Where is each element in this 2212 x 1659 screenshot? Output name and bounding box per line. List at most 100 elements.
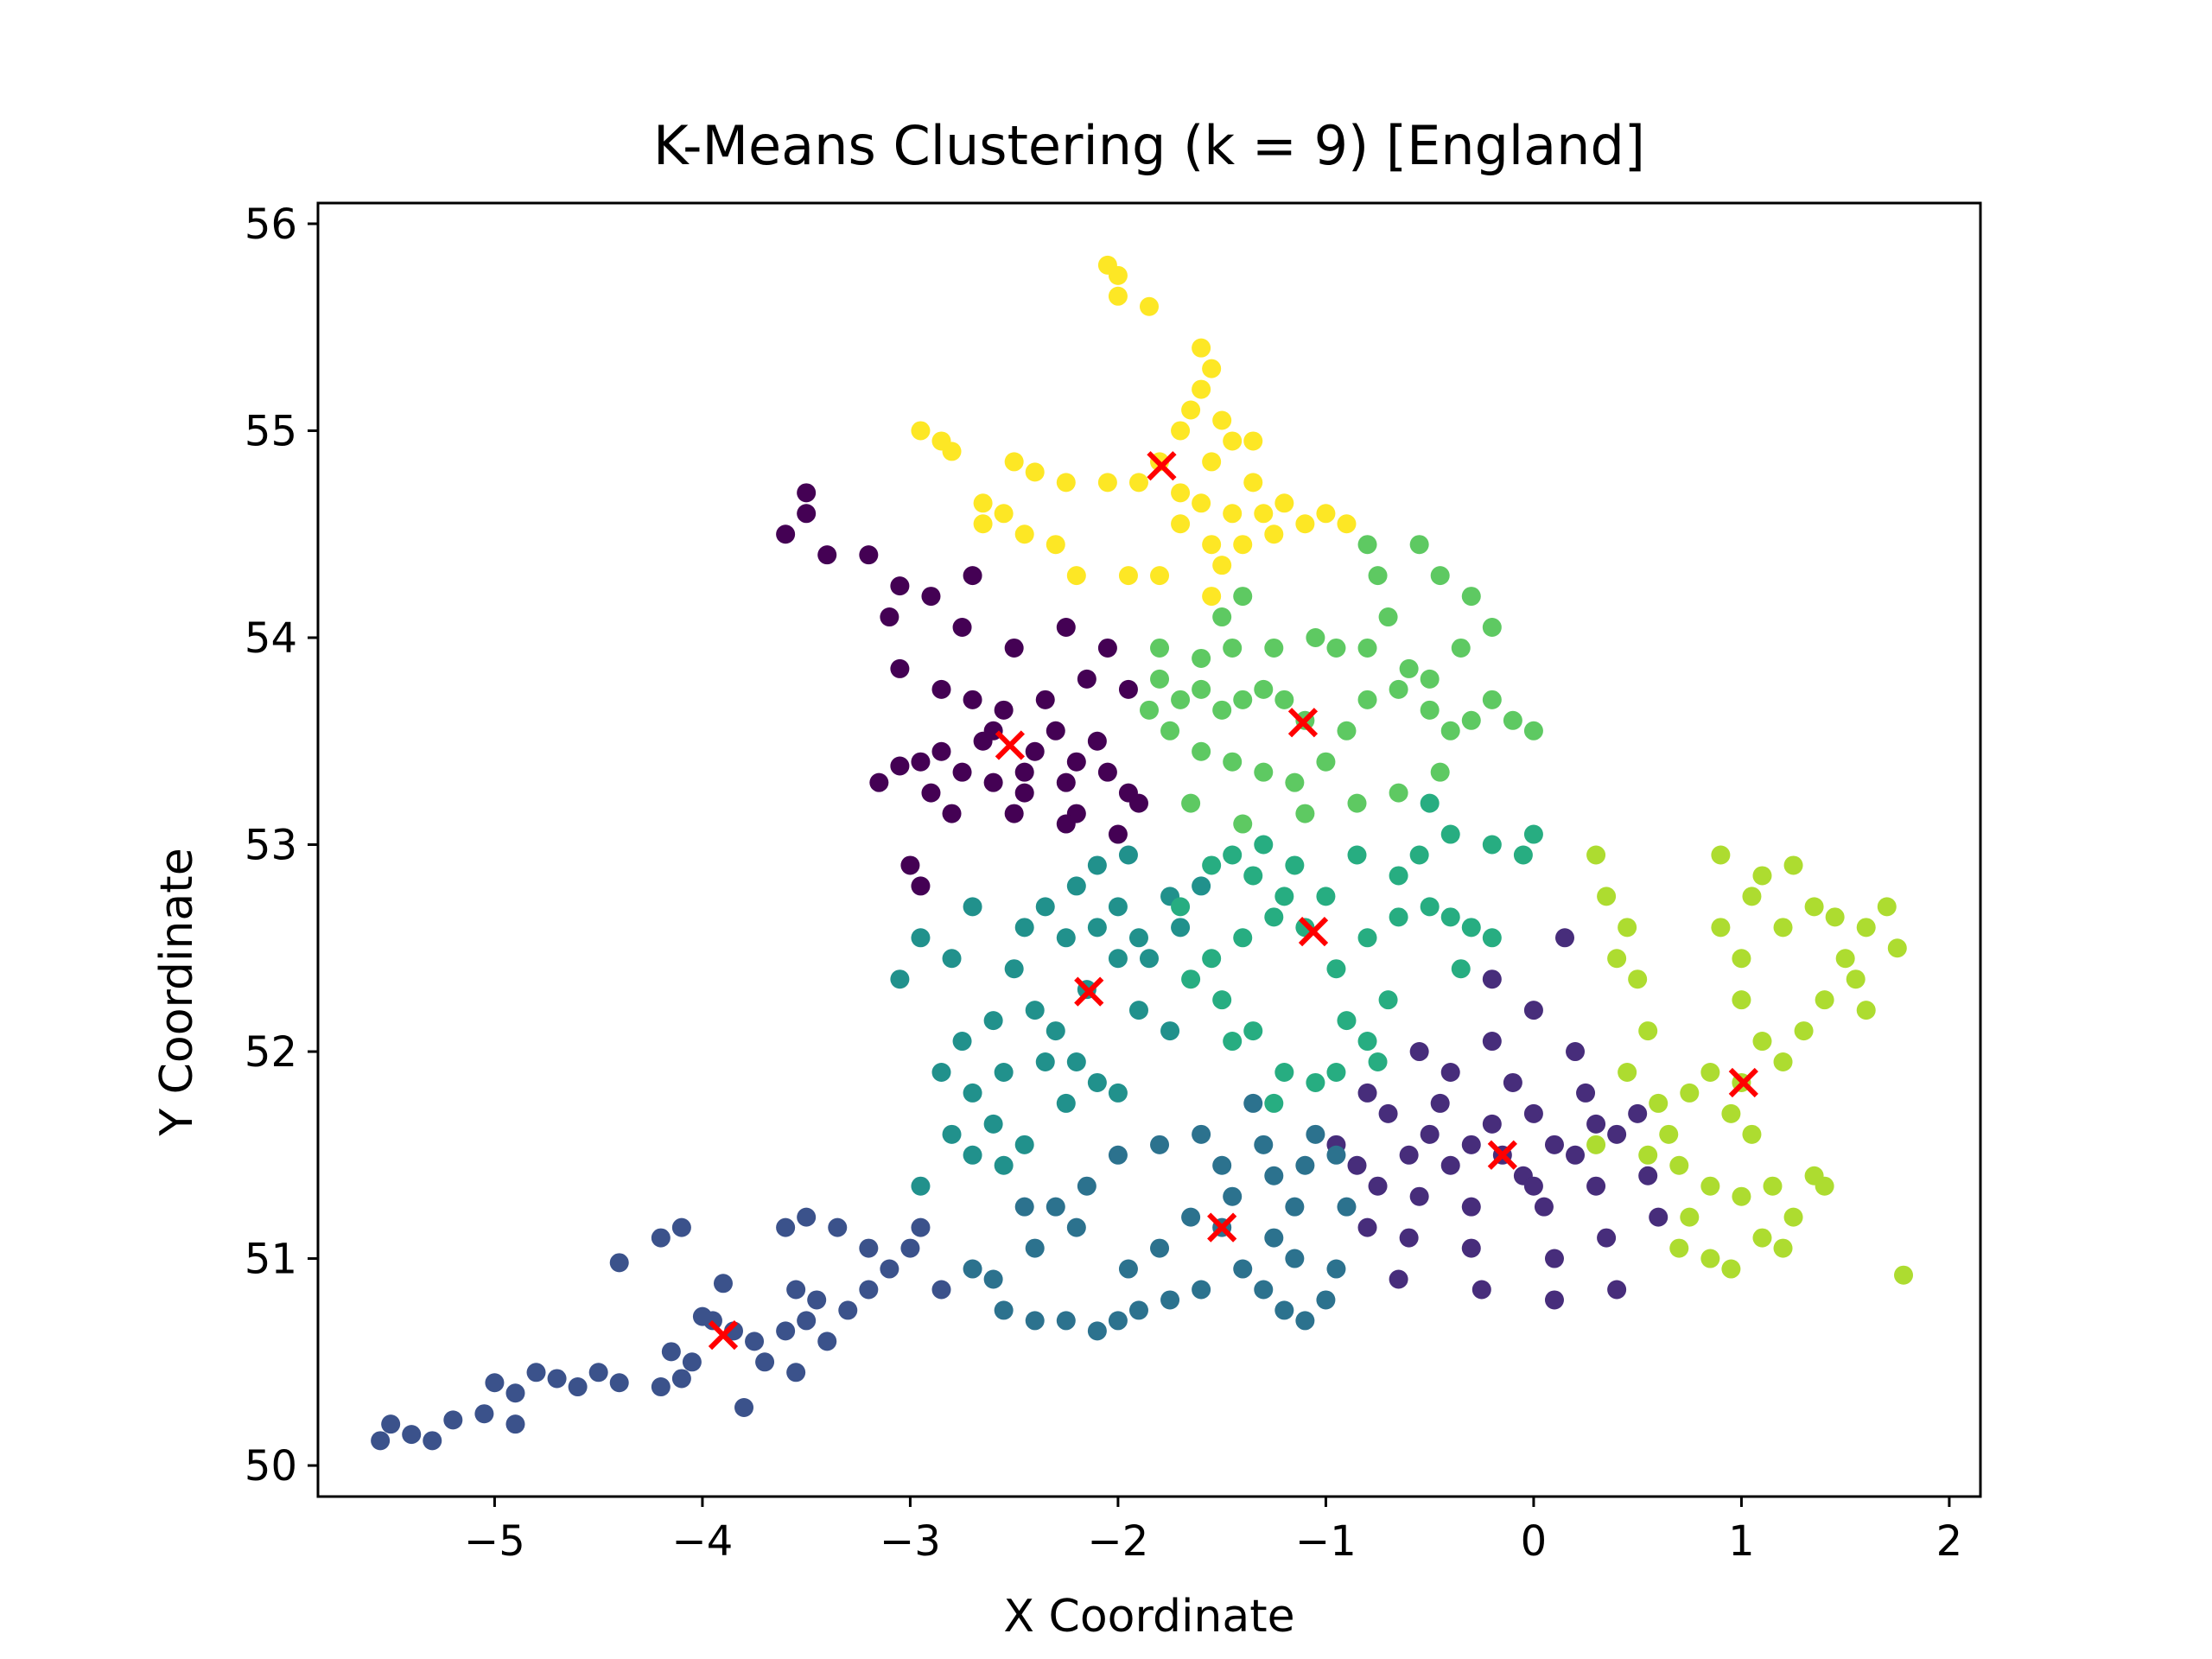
data-point-cluster-8 bbox=[1150, 566, 1170, 586]
data-point-cluster-6 bbox=[1316, 752, 1336, 772]
data-point-cluster-5 bbox=[1451, 959, 1471, 979]
data-point-cluster-3 bbox=[1306, 1124, 1325, 1144]
data-point-cluster-3 bbox=[1160, 1290, 1180, 1310]
y-tick-label: 54 bbox=[245, 614, 297, 663]
data-point-cluster-4 bbox=[1171, 918, 1191, 938]
data-point-cluster-1 bbox=[1555, 928, 1574, 948]
x-tick-label: −2 bbox=[1088, 1517, 1149, 1566]
data-point-cluster-0 bbox=[921, 783, 941, 803]
data-point-cluster-0 bbox=[1014, 783, 1034, 803]
data-point-cluster-0 bbox=[1097, 762, 1117, 782]
data-point-cluster-0 bbox=[952, 618, 972, 638]
data-point-cluster-5 bbox=[1254, 835, 1274, 855]
centroid-marker bbox=[1728, 1067, 1758, 1098]
data-point-cluster-8 bbox=[1056, 473, 1076, 493]
data-point-cluster-5 bbox=[1171, 897, 1191, 917]
data-point-cluster-2 bbox=[786, 1280, 806, 1300]
data-point-cluster-5 bbox=[1274, 887, 1294, 906]
data-point-cluster-1 bbox=[1347, 1155, 1367, 1175]
data-point-cluster-2 bbox=[702, 1311, 722, 1331]
x-tick-label: −4 bbox=[672, 1517, 734, 1566]
data-point-cluster-6 bbox=[1254, 679, 1274, 699]
data-point-cluster-6 bbox=[1150, 638, 1170, 658]
data-point-cluster-7 bbox=[1700, 1249, 1720, 1268]
data-point-cluster-5 bbox=[1440, 824, 1460, 844]
data-point-cluster-7 bbox=[1815, 1176, 1834, 1196]
data-point-cluster-3 bbox=[1233, 1259, 1253, 1279]
data-point-cluster-7 bbox=[1887, 938, 1907, 958]
data-point-cluster-4 bbox=[911, 1176, 931, 1196]
data-point-cluster-7 bbox=[1783, 1207, 1803, 1227]
data-point-cluster-5 bbox=[1357, 1032, 1377, 1052]
data-point-cluster-1 bbox=[1566, 1145, 1586, 1165]
data-point-cluster-6 bbox=[1140, 700, 1159, 720]
data-point-cluster-3 bbox=[1285, 1249, 1305, 1268]
data-point-cluster-4 bbox=[983, 1011, 1003, 1031]
data-point-cluster-5 bbox=[1264, 1093, 1284, 1113]
data-point-cluster-6 bbox=[1461, 587, 1481, 607]
data-point-cluster-0 bbox=[931, 741, 951, 761]
data-point-cluster-1 bbox=[1461, 1135, 1481, 1154]
x-tick-label: 1 bbox=[1728, 1517, 1755, 1566]
data-point-cluster-2 bbox=[734, 1398, 754, 1418]
data-point-cluster-1 bbox=[1523, 1176, 1543, 1196]
data-point-cluster-6 bbox=[1430, 566, 1450, 586]
x-tick-label: 2 bbox=[1936, 1517, 1963, 1566]
data-point-cluster-0 bbox=[1097, 638, 1117, 658]
data-point-cluster-2 bbox=[526, 1363, 546, 1382]
data-point-cluster-7 bbox=[1856, 918, 1876, 938]
x-tick-label: −1 bbox=[1295, 1517, 1357, 1566]
data-point-cluster-4 bbox=[942, 949, 962, 969]
data-point-cluster-2 bbox=[588, 1363, 608, 1382]
data-point-cluster-7 bbox=[1711, 918, 1731, 938]
data-point-cluster-6 bbox=[1357, 690, 1377, 709]
data-point-cluster-2 bbox=[547, 1369, 567, 1389]
centroid-marker bbox=[1074, 976, 1104, 1007]
data-point-cluster-6 bbox=[1399, 658, 1419, 678]
data-point-cluster-6 bbox=[1337, 721, 1357, 741]
data-point-cluster-1 bbox=[1378, 1103, 1398, 1123]
data-point-cluster-8 bbox=[1140, 296, 1159, 316]
data-point-cluster-4 bbox=[1108, 1083, 1128, 1103]
data-point-cluster-6 bbox=[1192, 648, 1211, 668]
data-point-cluster-2 bbox=[568, 1377, 588, 1397]
data-point-cluster-4 bbox=[1108, 949, 1128, 969]
data-point-cluster-3 bbox=[1274, 1300, 1294, 1320]
data-point-cluster-3 bbox=[994, 1300, 1014, 1320]
data-point-cluster-5 bbox=[1243, 1021, 1263, 1041]
data-point-cluster-6 bbox=[1223, 638, 1243, 658]
data-point-cluster-3 bbox=[1192, 1124, 1211, 1144]
centroid-marker bbox=[1287, 708, 1319, 738]
data-point-cluster-5 bbox=[1337, 1011, 1357, 1031]
data-point-cluster-3 bbox=[1025, 1311, 1045, 1331]
x-axis-label: X Coordinate bbox=[1003, 1591, 1294, 1643]
y-tick-label: 55 bbox=[245, 407, 297, 455]
data-point-cluster-0 bbox=[952, 762, 972, 782]
data-point-cluster-5 bbox=[1378, 990, 1398, 1010]
data-point-cluster-7 bbox=[1680, 1083, 1700, 1103]
chart-title: K-Means Clustering (k = 9) [England] bbox=[653, 114, 1645, 177]
data-point-cluster-8 bbox=[1223, 431, 1243, 451]
data-point-cluster-5 bbox=[1264, 907, 1284, 927]
data-point-cluster-7 bbox=[1835, 949, 1855, 969]
data-point-cluster-7 bbox=[1711, 845, 1731, 865]
data-point-cluster-7 bbox=[1825, 907, 1845, 927]
data-point-cluster-0 bbox=[797, 483, 817, 503]
data-point-cluster-2 bbox=[371, 1431, 391, 1451]
data-point-cluster-1 bbox=[1607, 1124, 1627, 1144]
data-point-cluster-0 bbox=[1128, 793, 1148, 813]
data-point-cluster-5 bbox=[1223, 845, 1243, 865]
data-point-cluster-2 bbox=[911, 1217, 931, 1237]
data-point-cluster-6 bbox=[1430, 762, 1450, 782]
data-point-cluster-2 bbox=[931, 1280, 951, 1300]
data-point-cluster-3 bbox=[1254, 1280, 1274, 1300]
data-point-cluster-1 bbox=[1638, 1166, 1658, 1185]
data-point-cluster-4 bbox=[911, 928, 931, 948]
data-point-cluster-5 bbox=[1482, 928, 1502, 948]
data-point-cluster-5 bbox=[1202, 855, 1222, 875]
data-point-cluster-8 bbox=[973, 514, 993, 534]
data-point-cluster-4 bbox=[1118, 845, 1138, 865]
data-point-cluster-0 bbox=[1004, 804, 1024, 823]
data-point-cluster-2 bbox=[797, 1311, 817, 1331]
